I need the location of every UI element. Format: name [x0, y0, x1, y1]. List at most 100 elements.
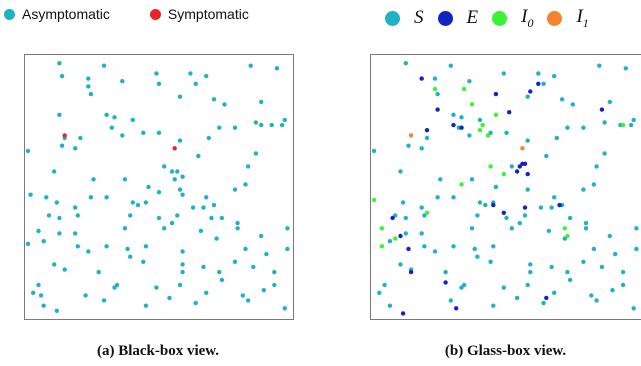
- black-box-point-asymptomatic: [180, 262, 185, 267]
- black-box-point-asymptomatic: [193, 300, 198, 306]
- black-box-point-asymptomatic: [204, 195, 209, 200]
- glass-box-point-e: [491, 202, 496, 208]
- glass-box-point-i0: [477, 128, 483, 133]
- glass-box-point-s: [469, 226, 475, 231]
- glass-box-point-s: [620, 282, 626, 288]
- glass-box-point-s: [467, 79, 472, 84]
- black-box-point-asymptomatic: [120, 79, 125, 84]
- black-box-panel: [24, 54, 294, 320]
- glass-box-point-s: [504, 130, 509, 135]
- black-box-point-asymptomatic: [245, 298, 251, 303]
- glass-box-point-s: [451, 244, 456, 249]
- black-box-point-asymptomatic: [162, 164, 167, 169]
- glass-box-point-s: [549, 205, 554, 210]
- black-box-point-asymptomatic: [36, 228, 41, 234]
- s-dot-icon: [385, 10, 400, 26]
- glass-box-point-i0: [493, 112, 499, 117]
- glass-box-point-s: [634, 226, 639, 231]
- glass-box-point-s: [387, 303, 393, 308]
- black-box-point-asymptomatic: [112, 115, 117, 120]
- black-box-point-asymptomatic: [36, 282, 41, 288]
- black-box-point-asymptomatic: [146, 184, 151, 190]
- black-box-point-asymptomatic: [122, 177, 128, 182]
- glass-box-scatter: [371, 61, 639, 316]
- black-box-point-asymptomatic: [235, 226, 240, 231]
- glass-box-point-s: [541, 81, 546, 86]
- black-box-point-asymptomatic: [214, 236, 219, 241]
- black-box-point-asymptomatic: [180, 249, 185, 254]
- glass-box-point-e: [517, 164, 522, 169]
- black-box-point-asymptomatic: [259, 122, 264, 128]
- black-box-point-asymptomatic: [243, 246, 248, 252]
- glass-box-point-s: [438, 177, 443, 182]
- black-box-point-asymptomatic: [128, 213, 133, 218]
- glass-box-point-s: [387, 239, 393, 244]
- black-box-point-asymptomatic: [253, 120, 259, 125]
- glass-box-point-s: [525, 94, 530, 99]
- glass-box-point-s: [477, 200, 483, 205]
- black-box-point-asymptomatic: [272, 282, 277, 288]
- glass-box-point-s: [403, 231, 408, 236]
- black-box-point-asymptomatic: [104, 112, 109, 117]
- black-box-point-asymptomatic: [73, 231, 78, 236]
- legend-label-i0: I0: [521, 6, 533, 31]
- glass-box-point-s: [371, 148, 377, 154]
- glass-box-point-s: [443, 269, 448, 275]
- glass-box-point-e: [599, 107, 605, 112]
- black-box-point-asymptomatic: [73, 205, 78, 210]
- glass-box-point-s: [528, 269, 533, 275]
- black-box-point-asymptomatic: [143, 244, 149, 249]
- legend-label-e: E: [467, 7, 479, 29]
- glass-box-point-e: [424, 128, 430, 133]
- glass-box-point-i0: [485, 133, 491, 138]
- glass-box-point-s: [581, 187, 586, 192]
- e-dot-icon: [437, 10, 453, 26]
- legend-label-asymptomatic: Asymptomatic: [22, 6, 110, 22]
- black-box-point-asymptomatic: [96, 269, 101, 275]
- black-box-point-asymptomatic: [190, 205, 196, 210]
- glass-box-point-s: [525, 282, 530, 288]
- black-box-point-asymptomatic: [156, 190, 162, 195]
- black-box-point-symptomatic: [62, 133, 67, 138]
- glass-box-point-i0: [480, 122, 485, 128]
- black-box-point-asymptomatic: [114, 282, 120, 288]
- black-box-point-asymptomatic: [211, 202, 217, 208]
- glass-box-point-i0: [371, 197, 377, 203]
- glass-box-point-s: [631, 306, 636, 311]
- glass-box-point-s: [461, 282, 467, 288]
- black-box-point-asymptomatic: [261, 288, 266, 293]
- black-box-point-asymptomatic: [86, 76, 91, 81]
- glass-box-point-s: [467, 133, 472, 138]
- black-box-point-asymptomatic: [154, 285, 159, 290]
- glass-box-point-s: [589, 293, 594, 298]
- glass-box-point-e: [525, 171, 530, 177]
- black-box-point-asymptomatic: [177, 138, 183, 143]
- black-box-point-asymptomatic: [251, 264, 256, 270]
- glass-box-point-s: [610, 288, 615, 293]
- black-box-point-asymptomatic: [222, 102, 227, 107]
- black-box-point-asymptomatic: [180, 192, 185, 197]
- glass-box-point-s: [377, 290, 382, 295]
- legend-item-i1: I1: [547, 6, 589, 31]
- glass-box-point-s: [554, 135, 559, 141]
- i0-dot-icon: [492, 10, 508, 26]
- glass-box-point-s: [398, 169, 403, 174]
- glass-box-point-s: [565, 269, 570, 275]
- asymptomatic-dot-icon: [4, 8, 15, 20]
- glass-box-point-s: [607, 99, 612, 105]
- glass-box-point-s: [559, 97, 565, 102]
- glass-box-point-s: [419, 146, 424, 151]
- glass-box-point-i0: [379, 244, 385, 249]
- black-box-point-asymptomatic: [274, 66, 280, 71]
- black-box-point-asymptomatic: [211, 97, 217, 102]
- glass-box-point-s: [541, 300, 546, 306]
- black-box-point-asymptomatic: [57, 231, 62, 236]
- glass-box-point-s: [472, 246, 477, 252]
- glass-box-point-s: [620, 269, 626, 275]
- glass-box-point-s: [544, 153, 549, 159]
- legend-label-i1-main: I: [576, 6, 583, 27]
- black-box-point-asymptomatic: [169, 169, 175, 174]
- black-box-point-asymptomatic: [52, 169, 57, 174]
- glass-box-point-e: [522, 161, 528, 166]
- glass-box-point-s: [599, 264, 605, 270]
